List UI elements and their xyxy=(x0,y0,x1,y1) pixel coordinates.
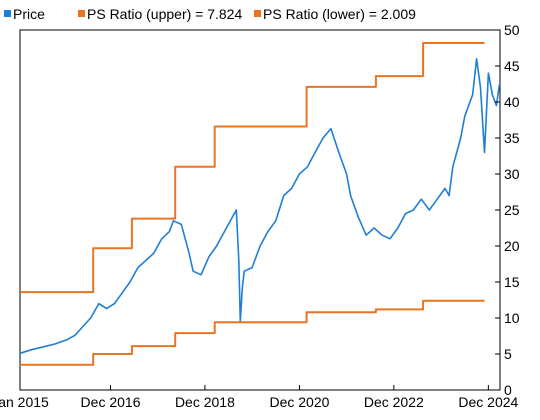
legend-label-ps-lower: PS Ratio (lower) = 2.009 xyxy=(263,6,416,22)
legend-label-price: Price xyxy=(13,6,45,22)
y-tick-label: 40 xyxy=(504,94,520,110)
y-tick-label: 50 xyxy=(504,22,520,38)
y-axis: 0 5 10 15 20 25 30 35 40 45 50 xyxy=(495,22,520,398)
y-tick-label: 45 xyxy=(504,58,520,74)
plot-frame xyxy=(19,29,501,391)
x-tick-label: Dec 2020 xyxy=(269,394,329,410)
y-tick-label: 35 xyxy=(504,130,520,146)
y-tick-label: 30 xyxy=(504,166,520,182)
y-tick-label: 20 xyxy=(504,238,520,254)
legend-label-ps-upper: PS Ratio (upper) = 7.824 xyxy=(87,6,242,22)
x-tick-label: Dec 2024 xyxy=(458,394,518,410)
legend-swatch-ps-upper xyxy=(78,10,85,17)
legend-swatch-price xyxy=(4,10,11,17)
y-tick-label: 5 xyxy=(504,346,512,362)
legend: Price PS Ratio (upper) = 7.824 PS Ratio … xyxy=(4,6,416,22)
x-tick-label: Dec 2018 xyxy=(175,394,235,410)
legend-swatch-ps-lower xyxy=(254,10,261,17)
x-axis: Jan 2015 Dec 2016 Dec 2018 Dec 2020 Dec 2022… xyxy=(0,385,519,410)
x-tick-label: Dec 2022 xyxy=(364,394,424,410)
series-step-ps-lower xyxy=(20,299,485,366)
legend-item-ps-lower: PS Ratio (lower) = 2.009 xyxy=(254,6,416,22)
y-tick-label: 10 xyxy=(504,310,520,326)
y-tick-label: 0 xyxy=(504,382,512,398)
legend-item-price: Price xyxy=(4,6,45,22)
y-tick-label: 25 xyxy=(504,202,520,218)
series-step-ps-upper xyxy=(20,42,485,294)
x-tick-label: Dec 2016 xyxy=(81,394,141,410)
series-layer xyxy=(19,42,501,366)
series-line-price xyxy=(19,58,501,355)
legend-item-ps-upper: PS Ratio (upper) = 7.824 xyxy=(78,6,242,22)
y-tick-label: 15 xyxy=(504,274,520,290)
x-tick-label: Jan 2015 xyxy=(0,394,49,410)
